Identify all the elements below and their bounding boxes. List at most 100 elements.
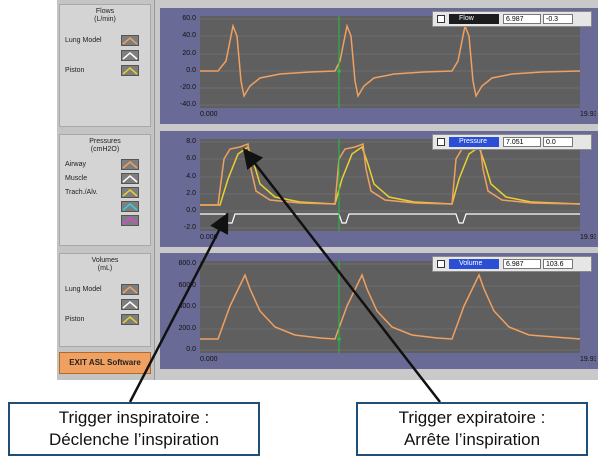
volume-y-tick: 200.0 — [178, 325, 196, 332]
cyan-swatch-icon[interactable] — [121, 201, 139, 212]
legend-label: Airway — [65, 161, 87, 168]
pressure-readout-value1[interactable]: 7.051 — [503, 137, 541, 147]
expiratory-arrow — [242, 148, 441, 403]
volumes-legend: Volumes (mL) Lung Model Piston — [59, 253, 151, 347]
flow-y-tick: 40.0 — [182, 32, 196, 39]
pressure-x-start: 0.000 — [200, 234, 218, 241]
volume-readout-name[interactable]: Volume — [449, 259, 499, 269]
volume-plot-area[interactable] — [200, 261, 581, 353]
expand-icon[interactable] — [437, 15, 445, 23]
flow-y-tick: -20.0 — [180, 84, 196, 91]
flow-y-tick: 60.0 — [182, 15, 196, 22]
pressures-legend: Pressures (cmH2O) Airway Muscle Trach./A… — [59, 134, 151, 246]
volume-readout-value1[interactable]: 6.987 — [503, 259, 541, 269]
pressure-plot-svg — [200, 139, 581, 231]
volume-y-tick: 600.0 — [178, 282, 196, 289]
pressure-y-tick: 0.0 — [186, 207, 196, 214]
legend-row: Lung Model — [65, 284, 147, 296]
volume-plot-svg — [200, 261, 581, 353]
exit-button[interactable]: EXIT ASL Software — [59, 352, 151, 374]
pressure-y-tick: 4.0 — [186, 173, 196, 180]
volume-readout-value2[interactable]: 103.6 — [543, 259, 573, 269]
legend-label: Lung Model — [65, 286, 102, 293]
flow-trace-lung-model — [200, 23, 581, 99]
pressure-readout-name[interactable]: Pressure — [449, 137, 499, 147]
inspiratory-arrow — [128, 212, 229, 403]
pressure-y-tick: 8.0 — [186, 138, 196, 145]
legend-row — [65, 50, 147, 62]
pressures-legend-unit: (cmH2O) — [90, 146, 120, 153]
volume-x-end: 19.936 — [580, 356, 596, 363]
pressures-legend-title: Pressures — [89, 138, 121, 145]
flows-legend-title: Flows — [95, 8, 115, 15]
pressure-readout: Pressure 7.051 0.0 — [432, 134, 592, 150]
volumes-legend-unit: (mL) — [97, 265, 113, 272]
expiratory-callout-line2: Arrête l’inspiration — [403, 430, 541, 449]
pressure-x-end: 19.936 — [580, 234, 596, 241]
legend-row — [65, 215, 147, 227]
legend-row: Lung Model — [65, 35, 147, 47]
expand-icon[interactable] — [437, 138, 445, 146]
flows-legend: Flows (L/min) Lung Model Piston — [59, 4, 151, 127]
orange-swatch-icon[interactable] — [121, 284, 139, 295]
white-swatch-icon[interactable] — [121, 173, 139, 184]
legend-row: Airway — [65, 159, 147, 171]
expiratory-callout-line1: Trigger expiratoire : — [398, 408, 546, 427]
legend-row — [65, 201, 147, 213]
flow-readout: Flow 6.987 -0.3 — [432, 11, 592, 27]
flow-y-tick: -40.0 — [180, 101, 196, 108]
white-swatch-icon[interactable] — [121, 299, 139, 310]
volume-trace-lung-model — [200, 273, 581, 340]
inspiratory-callout: Trigger inspiratoire : Déclenche l’inspi… — [8, 402, 260, 456]
yellow-swatch-icon[interactable] — [121, 314, 139, 325]
pressure-trace-muscle — [200, 213, 580, 224]
pressure-trace-airway — [200, 142, 581, 206]
legend-row: Piston — [65, 314, 147, 326]
flow-readout-value1[interactable]: 6.987 — [503, 14, 541, 24]
flow-readout-value2[interactable]: -0.3 — [543, 14, 573, 24]
volume-y-tick: 800.0 — [178, 260, 196, 267]
yellow-swatch-icon[interactable] — [121, 65, 139, 76]
inspiratory-callout-line1: Trigger inspiratoire : — [58, 408, 210, 427]
legend-row: Muscle — [65, 173, 147, 185]
pressure-plot-area[interactable] — [200, 139, 581, 231]
legend-row — [65, 299, 147, 311]
volumes-legend-title: Volumes — [91, 257, 119, 264]
legend-label: Piston — [65, 67, 85, 74]
legend-label: Trach./Alv. — [65, 189, 98, 196]
orange-swatch-icon[interactable] — [121, 35, 139, 46]
volume-x-start: 0.000 — [200, 356, 218, 363]
volume-readout: Volume 6.987 103.6 — [432, 256, 592, 272]
magenta-swatch-icon[interactable] — [121, 215, 139, 226]
pressure-y-tick: -2.0 — [183, 224, 196, 231]
flow-x-start: 0.000 — [200, 111, 218, 118]
flow-plot-area[interactable] — [200, 16, 581, 108]
volume-y-tick: 400.0 — [178, 303, 196, 310]
volume-y-tick: 0.0 — [186, 346, 196, 353]
flows-legend-unit: (L/min) — [94, 16, 116, 23]
expand-icon[interactable] — [437, 260, 445, 268]
pressure-readout-value2[interactable]: 0.0 — [543, 137, 573, 147]
flow-y-tick: 20.0 — [182, 50, 196, 57]
flow-readout-name[interactable]: Flow — [449, 14, 499, 24]
flow-chart-panel: 60.0 40.0 20.0 0.0 -20.0 -40.0 0.000 19.… — [160, 8, 598, 124]
white-swatch-icon[interactable] — [121, 50, 139, 61]
yellow-swatch-icon[interactable] — [121, 187, 139, 198]
legend-label: Muscle — [65, 175, 88, 182]
legend-label: Piston — [65, 316, 85, 323]
flow-x-end: 19.936 — [580, 111, 596, 118]
pressure-y-tick: 6.0 — [186, 155, 196, 162]
volume-cursor-point — [337, 337, 341, 341]
legend-row: Piston — [65, 65, 147, 77]
legend-row: Trach./Alv. — [65, 187, 147, 199]
inspiratory-callout-line2: Déclenche l’inspiration — [48, 430, 220, 449]
orange-swatch-icon[interactable] — [121, 159, 139, 170]
pressure-chart-panel: 8.0 6.0 4.0 2.0 0.0 -2.0 0.000 19.936 Pr… — [160, 131, 598, 247]
legend-label: Lung Model — [65, 37, 102, 44]
flow-y-tick: 0.0 — [186, 67, 196, 74]
volume-chart-panel: 800.0 600.0 400.0 200.0 0.0 0.000 19.936… — [160, 253, 598, 369]
flow-cursor-point — [337, 69, 341, 73]
expiratory-callout: Trigger expiratoire : Arrête l’inspirati… — [356, 402, 588, 456]
pressure-y-tick: 2.0 — [186, 190, 196, 197]
